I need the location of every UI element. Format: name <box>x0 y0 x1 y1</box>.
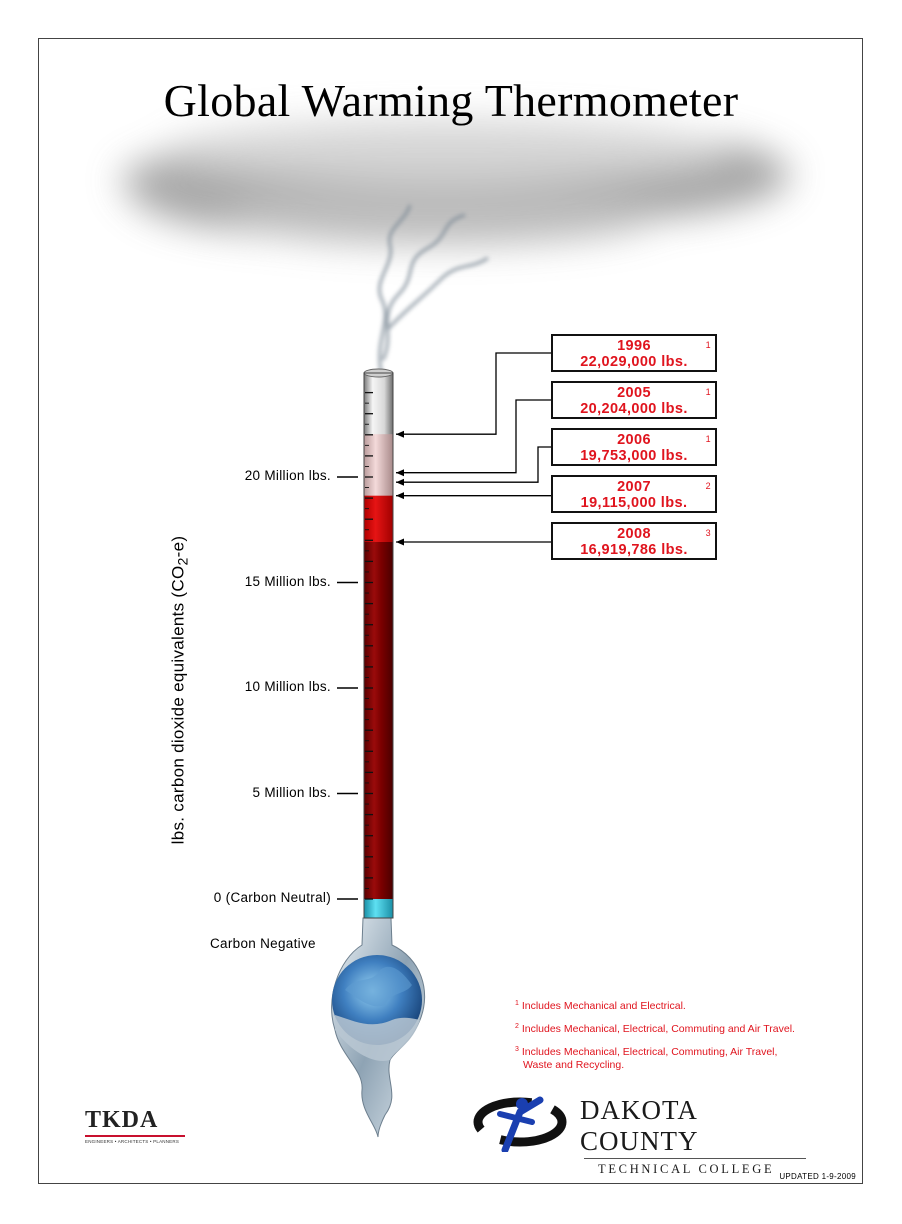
dctc-logo-line2: TECHNICAL COLLEGE <box>598 1162 775 1176</box>
thermometer-scale <box>365 391 373 900</box>
page-title: Global Warming Thermometer <box>163 75 739 126</box>
tick-label: 5 Million lbs. <box>252 784 331 800</box>
callout-note: 3 <box>705 528 711 538</box>
tkda-logo-tagline: ENGINEERS • ARCHITECTS • PLANNERS <box>85 1139 180 1144</box>
tube-current-fill <box>364 541 393 899</box>
footnote-2-text: Includes Mechanical, Electrical, Commuti… <box>521 1023 795 1035</box>
connector-2006 <box>396 446 551 483</box>
footnote-1: 1 Includes Mechanical and Electrical. <box>515 997 795 1013</box>
callout-note: 1 <box>705 434 711 444</box>
tkda-logo-name: TKDA <box>85 1107 159 1133</box>
callout-note: 1 <box>705 340 711 350</box>
arrowhead-2005 <box>396 469 404 477</box>
footnote-1-number: 1 <box>515 1000 519 1007</box>
callout-year: 2007 <box>617 479 651 495</box>
footnote-1-text: Includes Mechanical and Electrical. <box>521 1000 686 1012</box>
callout-note: 1 <box>705 387 711 397</box>
callout-2005: 2005 20,204,000 lbs. 1 <box>551 381 717 419</box>
callout-note: 2 <box>705 481 711 491</box>
poster-frame <box>38 38 863 1184</box>
tick-label: 15 Million lbs. <box>244 573 331 589</box>
dctc-swirl-icon <box>473 1096 567 1152</box>
footnote-3-number: 3 <box>515 1046 519 1053</box>
arrowhead-2006 <box>396 478 404 486</box>
callout-value: 19,753,000 lbs. <box>580 448 688 464</box>
tick-label: 20 Million lbs. <box>244 468 331 483</box>
dctc-logo-line1: DAKOTA COUNTY <box>580 1095 699 1156</box>
dctc-logo-rule <box>584 1158 806 1159</box>
footnote-2: 2 Includes Mechanical, Electrical, Commu… <box>515 1020 795 1036</box>
arrowhead-2008 <box>396 538 404 546</box>
footnote-3-text: Includes Mechanical, Electrical, Commuti… <box>521 1046 778 1058</box>
footnote-3-text-continued: Waste and Recycling. <box>523 1059 625 1071</box>
thermometer-tube <box>363 368 394 919</box>
tkda-logo: TKDA ENGINEERS • ARCHITECTS • PLANNERS <box>85 1107 185 1144</box>
tube-history-fill <box>364 434 393 496</box>
connector-2005 <box>396 399 551 474</box>
updated-date: UPDATED 1-9-2009 <box>779 1172 856 1181</box>
connector-1996 <box>396 352 551 435</box>
callout-value: 19,115,000 lbs. <box>580 495 688 511</box>
tick-label: 10 Million lbs. <box>244 679 331 694</box>
callout-2007: 2007 19,115,000 lbs. 2 <box>551 475 717 513</box>
callout-year: 2005 <box>617 385 651 401</box>
arrowhead-2007 <box>396 492 404 500</box>
tube-outline <box>363 372 394 919</box>
footnote-3: 3 Includes Mechanical, Electrical, Commu… <box>515 1043 795 1072</box>
callout-year: 2006 <box>617 432 651 448</box>
thermometer-body <box>331 917 426 1138</box>
tick-label: 0 (Carbon Neutral) <box>213 890 331 905</box>
arrowhead-1996 <box>396 430 404 438</box>
callout-value: 20,204,000 lbs. <box>580 401 688 417</box>
tkda-logo-bar <box>85 1135 185 1137</box>
axis-ticks <box>337 476 358 900</box>
footnotes: 1 Includes Mechanical and Electrical. 2 … <box>515 997 795 1079</box>
callout-2006: 2006 19,753,000 lbs. 1 <box>551 428 717 466</box>
below-zero-label: Carbon Negative <box>210 936 316 951</box>
callout-value: 16,919,786 lbs. <box>580 542 688 558</box>
tube-carbon-negative-fill <box>364 899 393 918</box>
callout-year: 1996 <box>617 338 651 354</box>
callout-1996: 1996 22,029,000 lbs. 1 <box>551 334 717 372</box>
callout-value: 22,029,000 lbs. <box>580 354 688 370</box>
callout-2008: 2008 16,919,786 lbs. 3 <box>551 522 717 560</box>
callout-year: 2008 <box>617 526 651 542</box>
footnote-2-number: 2 <box>515 1023 519 1030</box>
smoke-cloud <box>120 120 790 373</box>
callout-connectors <box>396 352 551 546</box>
dctc-logo: DAKOTA COUNTY TECHNICAL COLLEGE <box>580 1095 820 1177</box>
